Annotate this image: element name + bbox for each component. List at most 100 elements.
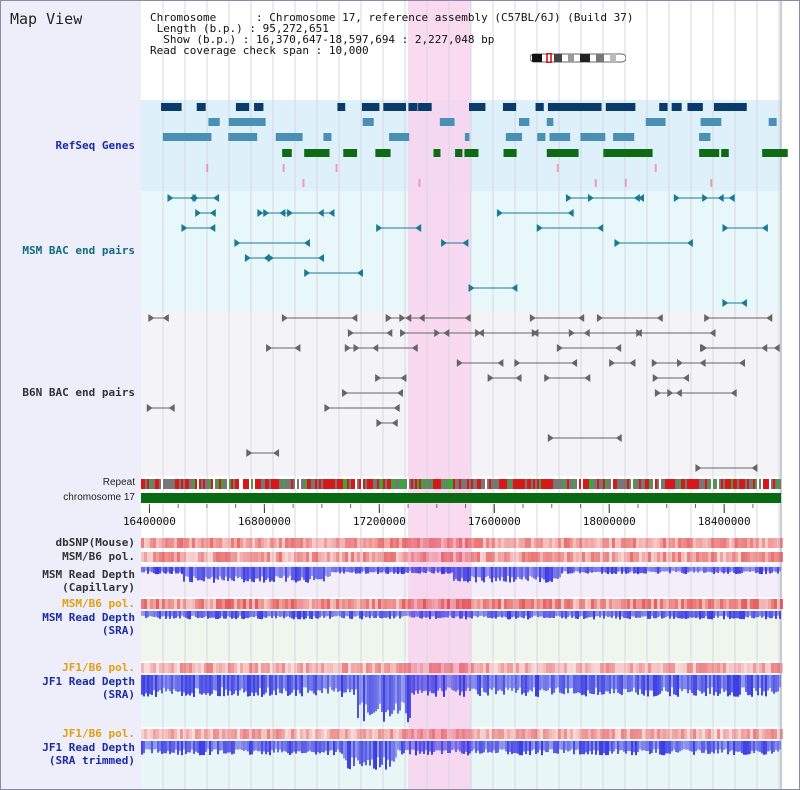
msm-b6-pol-cell <box>243 552 246 562</box>
dbsnp-density-cell <box>222 538 225 548</box>
jf1-b6-pol-cell <box>372 729 375 739</box>
repeat-segment <box>403 479 405 489</box>
msm-b6-pol-cell <box>402 599 405 609</box>
msm-bac-end-pair <box>633 194 640 202</box>
msm-b6-pol-cell <box>288 599 291 609</box>
msm-capillary-depth-bar <box>683 567 685 574</box>
jf1-b6-pol-cell <box>315 729 318 739</box>
refseq-gene-feature <box>254 103 264 111</box>
msm-capillary-depth-bar <box>693 567 695 573</box>
msm-b6-pol-cell <box>393 552 396 562</box>
repeat-segment <box>721 479 723 489</box>
msm-b6-pol-cell <box>495 552 498 562</box>
repeat-segment <box>699 479 701 489</box>
msm-b6-pol-cell <box>468 552 471 562</box>
jf1-b6-pol-cell <box>732 663 735 673</box>
repeat-segment <box>511 479 513 489</box>
jf1-trimmed-depth-bar <box>275 741 277 749</box>
msm-capillary-depth-bar <box>257 567 259 579</box>
jf1-b6-pol-cell <box>279 663 282 673</box>
jf1-sra-depth-bar <box>411 675 413 693</box>
msm-b6-pol-cell <box>492 599 495 609</box>
msm-capillary-depth-bar <box>421 567 423 572</box>
msm-capillary-depth-bar <box>413 567 415 573</box>
msm-capillary-depth-bar <box>603 567 605 573</box>
dbsnp-density-cell <box>780 538 783 548</box>
jf1-b6-pol-cell <box>441 729 444 739</box>
jf1-sra-depth-bar <box>249 675 251 696</box>
msm-capillary-depth-bar <box>733 567 735 573</box>
repeat-segment <box>423 479 425 489</box>
repeat-segment <box>593 479 595 489</box>
repeat-segment <box>695 479 697 489</box>
repeat-segment <box>747 479 749 489</box>
repeat-segment <box>521 479 523 489</box>
jf1-trimmed-depth-bar <box>201 741 203 755</box>
msm-capillary-depth-bar <box>375 567 377 572</box>
jf1-b6-pol-cell <box>147 729 150 739</box>
msm-capillary-depth-bar <box>707 567 709 572</box>
dbsnp-density-cell <box>687 538 690 548</box>
jf1-b6-pol-cell <box>537 663 540 673</box>
jf1-sra-depth-bar <box>573 675 575 694</box>
msm-b6-pol-cell <box>375 552 378 562</box>
b6n-bac-end-pair <box>654 389 661 397</box>
msm-sra-depth-bar <box>699 611 701 620</box>
jf1-b6-pol-cell <box>309 729 312 739</box>
msm-b6-pol-cell <box>375 599 378 609</box>
msm-capillary-depth-bar <box>489 567 491 579</box>
jf1-b6-pol-cell <box>345 663 348 673</box>
dbsnp-density-cell <box>756 538 759 548</box>
jf1-b6-pol-cell <box>213 663 216 673</box>
chromosome-ideogram-icon[interactable] <box>530 53 626 63</box>
repeat-segment <box>311 479 313 489</box>
jf1-sra-depth-bar <box>519 675 521 688</box>
msm-capillary-depth-bar <box>277 567 279 577</box>
b6n-bac-end-pair <box>709 329 716 337</box>
jf1-trimmed-depth-bar <box>481 741 483 754</box>
msm-b6-pol-cell <box>690 552 693 562</box>
msm-b6-pol-cell <box>765 599 768 609</box>
jf1-b6-pol-cell <box>765 663 768 673</box>
repeat-segment <box>167 479 169 489</box>
jf1-trimmed-depth-bar <box>263 741 265 752</box>
repeat-segment <box>743 479 745 489</box>
msm-b6-pol-cell <box>435 552 438 562</box>
jf1-b6-pol-cell <box>201 663 204 673</box>
msm-capillary-depth-bar <box>313 567 315 581</box>
jf1-sra-depth-bar <box>603 675 605 695</box>
msm-capillary-depth-bar <box>619 567 621 572</box>
msm-capillary-depth-bar <box>625 567 627 574</box>
dbsnp-density-cell <box>402 538 405 548</box>
msm-b6-pol-cell <box>237 599 240 609</box>
dbsnp-density-cell <box>600 538 603 548</box>
refseq-minor-feature <box>710 179 713 187</box>
dbsnp-density-cell <box>579 538 582 548</box>
b6n-bac-end-pair <box>168 404 175 412</box>
msm-capillary-depth-bar <box>149 567 151 572</box>
msm-b6-pol-cell <box>567 599 570 609</box>
jf1-trimmed-depth-bar <box>493 741 495 751</box>
jf1-trimmed-depth-bar <box>539 741 541 750</box>
msm-b6-pol-cell <box>300 599 303 609</box>
refseq-gene-feature <box>469 103 486 111</box>
msm-capillary-depth-bar <box>267 567 269 579</box>
msm-capillary-depth-bar <box>493 567 495 578</box>
jf1-trimmed-depth-bar <box>693 741 695 755</box>
jf1-b6-pol-cell <box>336 729 339 739</box>
jf1-b6-pol-cell <box>546 729 549 739</box>
repeat-segment <box>735 479 737 489</box>
msm-sra-depth-bar <box>333 611 335 617</box>
msm-sra-depth-bar <box>153 611 155 617</box>
msm-b6-pol-cell <box>624 552 627 562</box>
jf1-trimmed-depth-bar <box>451 741 453 751</box>
jf1-trimmed-depth-bar <box>561 741 563 750</box>
msm-capillary-depth-bar <box>295 567 297 583</box>
track-label-chromosome: chromosome 17 <box>63 492 135 503</box>
jf1-sra-depth-bar <box>587 675 589 691</box>
track-label-jf1-depth-trimmed-sub: (SRA trimmed) <box>48 754 135 767</box>
msm-sra-depth-bar <box>307 611 309 617</box>
msm-b6-pol-cell <box>378 552 381 562</box>
repeat-segment <box>749 479 751 489</box>
